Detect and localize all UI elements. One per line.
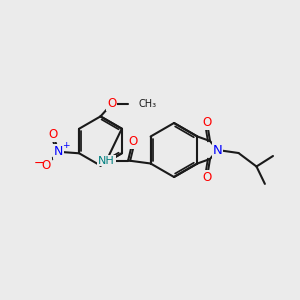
Text: O: O	[128, 135, 137, 148]
Text: +: +	[61, 141, 69, 150]
Text: O: O	[107, 97, 116, 110]
Text: N: N	[213, 143, 222, 157]
Text: O: O	[202, 116, 211, 129]
Text: O: O	[202, 171, 211, 184]
Text: O: O	[48, 128, 57, 141]
Text: N: N	[54, 145, 64, 158]
Text: NH: NH	[98, 155, 115, 166]
Text: O: O	[42, 159, 51, 172]
Text: −: −	[33, 157, 44, 170]
Text: CH₃: CH₃	[138, 99, 156, 109]
